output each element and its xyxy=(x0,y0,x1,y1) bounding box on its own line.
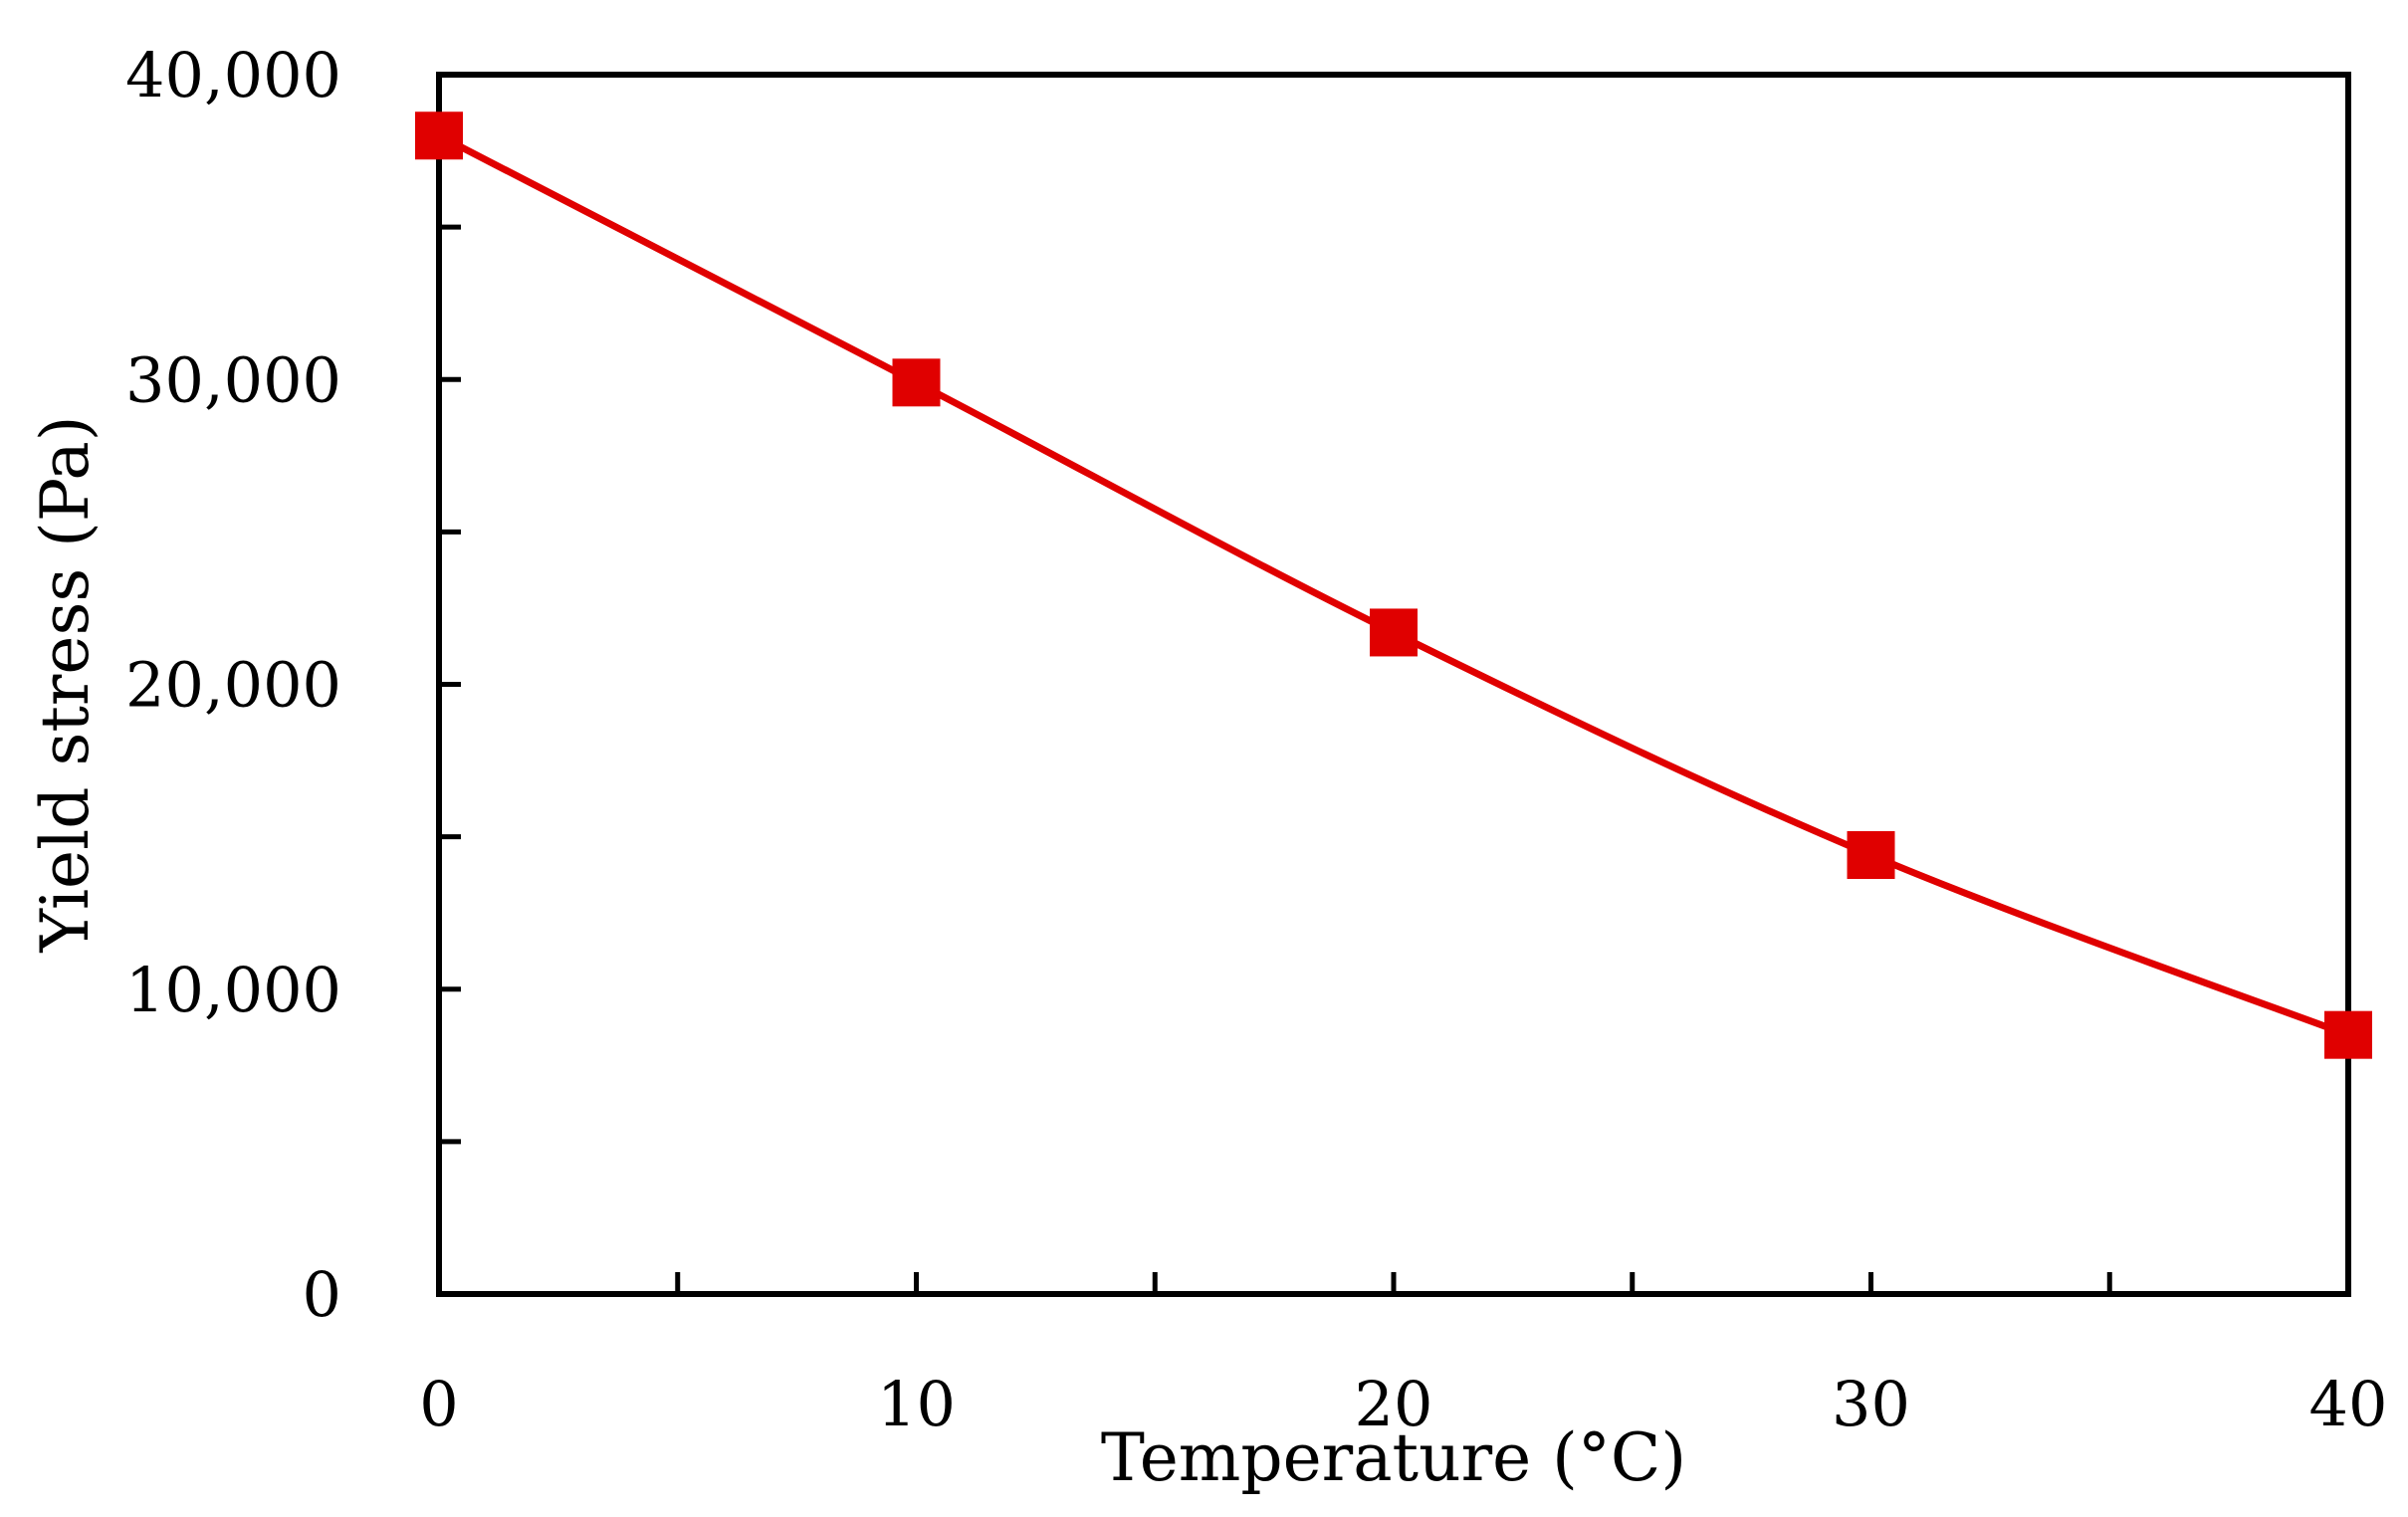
x-tick-labels: 0 10 20 30 40 xyxy=(419,1368,2387,1440)
x-tick-label: 20 xyxy=(1355,1368,1433,1440)
y-axis-title: Yield stress (Pa) xyxy=(27,416,104,954)
minor-ticks xyxy=(439,224,2112,1294)
data-point-marker xyxy=(1847,831,1895,879)
data-point-marker xyxy=(1370,608,1418,657)
data-point-marker xyxy=(415,111,463,160)
x-tick-label: 0 xyxy=(419,1368,458,1440)
y-tick-label: 10,000 xyxy=(125,954,341,1026)
y-tick-label: 40,000 xyxy=(125,39,341,111)
x-tick-label: 10 xyxy=(877,1368,956,1440)
y-tick-labels: 0 10,000 20,000 30,000 40,000 xyxy=(125,39,341,1331)
x-tick-label: 40 xyxy=(2309,1368,2388,1440)
y-tick-label: 20,000 xyxy=(125,649,341,722)
plot-frame xyxy=(436,72,2351,1297)
series-line xyxy=(437,132,2350,1038)
major-ticks xyxy=(436,72,2351,1297)
x-axis-title: Temperature (°C) xyxy=(1101,1419,1686,1496)
series-layer xyxy=(415,111,2372,1059)
y-tick-label: 0 xyxy=(303,1258,341,1331)
x-tick-label: 30 xyxy=(1832,1368,1910,1440)
data-point-marker xyxy=(892,358,941,407)
y-tick-label: 30,000 xyxy=(125,343,341,416)
data-point-marker xyxy=(2324,1010,2372,1059)
